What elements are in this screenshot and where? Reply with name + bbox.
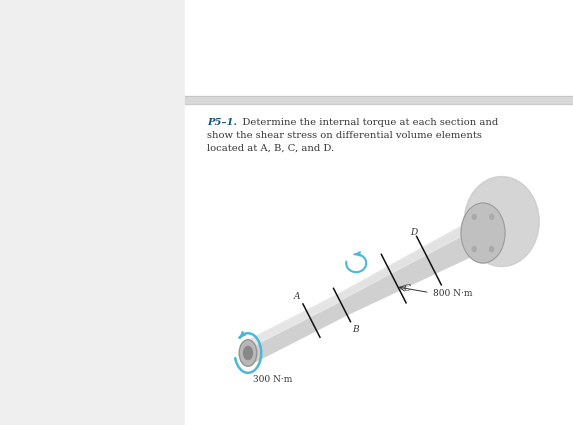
- Text: A: A: [293, 292, 300, 301]
- Ellipse shape: [244, 346, 252, 360]
- Text: B: B: [352, 325, 359, 334]
- Polygon shape: [337, 221, 486, 315]
- Text: show the shear stress on differential volume elements: show the shear stress on differential vo…: [207, 131, 482, 140]
- Polygon shape: [243, 295, 340, 350]
- Text: 800 N·m: 800 N·m: [433, 289, 472, 298]
- Text: D: D: [410, 228, 417, 237]
- Ellipse shape: [490, 214, 494, 219]
- Text: C: C: [403, 284, 410, 293]
- Ellipse shape: [490, 246, 494, 252]
- Bar: [185, 0, 573, 425]
- Bar: [0, 0, 185, 425]
- Text: Determine the internal torque at each section and: Determine the internal torque at each se…: [233, 118, 499, 127]
- Ellipse shape: [472, 246, 476, 252]
- Polygon shape: [243, 295, 347, 363]
- Text: P5–1.: P5–1.: [207, 118, 237, 127]
- Ellipse shape: [461, 203, 505, 263]
- Text: located at A, B, C, and D.: located at A, B, C, and D.: [207, 144, 334, 153]
- Text: 300 N·m: 300 N·m: [253, 375, 292, 384]
- Ellipse shape: [239, 340, 257, 366]
- Polygon shape: [337, 221, 476, 300]
- Ellipse shape: [472, 214, 476, 219]
- Bar: [185, 0, 573, 90]
- Ellipse shape: [464, 176, 539, 266]
